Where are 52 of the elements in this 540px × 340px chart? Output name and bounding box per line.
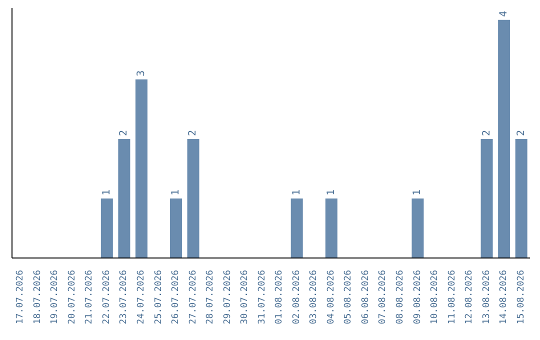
x-tick-label: 20.07.2026	[67, 270, 78, 324]
x-tick-label: 05.08.2026	[344, 270, 354, 324]
x-tick-label: 30.07.2026	[240, 270, 250, 324]
data-label: 4	[498, 10, 510, 17]
x-tick-label: 07.08.2026	[378, 270, 388, 324]
x-tick-label: 06.08.2026	[360, 270, 371, 324]
bar	[100, 198, 113, 258]
x-tick-label: 15.08.2026	[516, 270, 526, 324]
bar	[187, 138, 200, 258]
x-tick-label: 19.07.2026	[50, 270, 60, 324]
data-label: 1	[101, 189, 112, 196]
x-tick-label: 31.07.2026	[257, 270, 268, 324]
data-label: 1	[412, 189, 424, 196]
x-tick-label: 28.07.2026	[206, 270, 216, 324]
x-tick-label: 09.08.2026	[412, 270, 423, 324]
bar	[412, 198, 424, 258]
x-tick-label: 12.08.2026	[464, 270, 475, 324]
bar	[498, 20, 510, 258]
data-label: 2	[481, 130, 492, 136]
x-tick-label: 13.08.2026	[482, 270, 492, 324]
x-tick-label: 22.07.2026	[102, 270, 112, 324]
bar	[515, 138, 528, 258]
x-tick-label: 04.08.2026	[326, 270, 336, 324]
x-tick-label: 26.07.2026	[171, 270, 182, 324]
bar	[135, 79, 148, 258]
x-tick-label: 23.07.2026	[119, 270, 130, 324]
bar	[118, 138, 130, 258]
data-label: 1	[291, 189, 302, 196]
bar	[170, 198, 182, 258]
data-label: 2	[516, 130, 527, 136]
bar	[290, 198, 303, 258]
x-tick-label: 08.08.2026	[396, 270, 406, 324]
data-label: 3	[136, 70, 147, 76]
data-label: 1	[170, 189, 182, 196]
x-tick-label: 27.07.2026	[188, 270, 198, 324]
x-tick-label: 25.07.2026	[154, 270, 164, 324]
data-label: 1	[326, 189, 337, 196]
x-tick-label: 11.08.2026	[447, 270, 458, 324]
bar	[480, 138, 493, 258]
x-tick-label: 01.08.2026	[274, 270, 285, 324]
x-tick-label: 18.07.2026	[32, 270, 43, 324]
x-tick-label: 10.08.2026	[430, 270, 440, 324]
x-tick-label: 14.08.2026	[499, 270, 510, 324]
data-label: 2	[118, 130, 130, 136]
x-tick-label: 03.08.2026	[309, 270, 320, 324]
x-tick-label: 17.07.2026	[16, 270, 26, 324]
x-tick-label: 21.07.2026	[84, 270, 95, 324]
x-tick-label: 29.07.2026	[222, 270, 233, 324]
bar	[325, 198, 338, 258]
x-tick-label: 24.07.2026	[136, 270, 146, 324]
x-tick-label: 02.08.2026	[292, 270, 302, 324]
data-label: 2	[188, 130, 199, 136]
